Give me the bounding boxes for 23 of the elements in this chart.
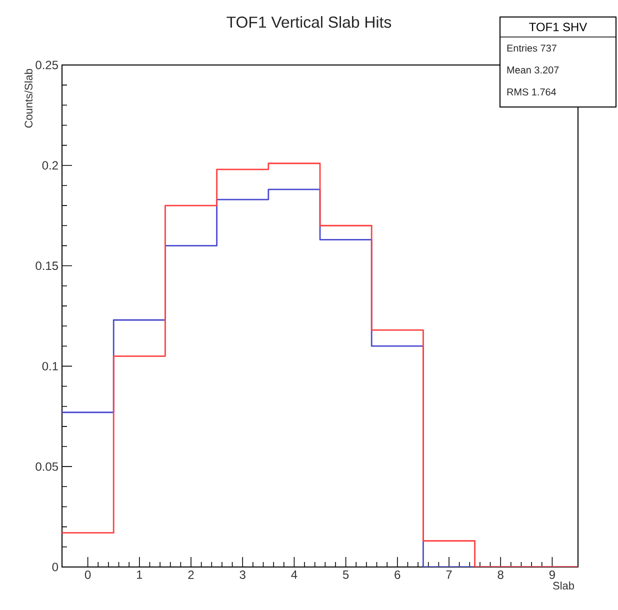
x-tick-label: 6	[394, 570, 400, 579]
y-tick-label: 0.15	[36, 262, 58, 270]
y-tick-label: 0.05	[36, 462, 58, 471]
x-tick-label: 4	[291, 570, 298, 579]
x-tick-label: 8	[498, 570, 504, 579]
x-tick-label: 1	[136, 570, 142, 579]
x-tick-label: 9	[549, 570, 555, 579]
y-tick-label: 0	[52, 562, 58, 572]
y-axis-title: Counts/Slab	[24, 68, 32, 128]
y-tick-label: 0.25	[36, 60, 58, 70]
x-tick-label: 3	[240, 570, 246, 579]
annotation: RMS 1.764	[507, 88, 556, 96]
x-tick-label: 7	[446, 570, 452, 579]
y-tick-label: 0.1	[42, 362, 58, 370]
text: TOF1 SHV	[529, 22, 588, 32]
x-tick-label: 5	[342, 570, 349, 579]
text: Entries 737	[507, 44, 556, 52]
y-tick-label: 0.2	[42, 161, 58, 170]
annotation: Mean 3.207	[507, 66, 559, 74]
x-tick-label: 0	[84, 570, 91, 579]
x-tick-label: 2	[188, 570, 194, 579]
x-axis-title: Slab	[553, 582, 574, 590]
chart-title: TOF1 Vertical Slab Hits	[226, 16, 392, 28]
